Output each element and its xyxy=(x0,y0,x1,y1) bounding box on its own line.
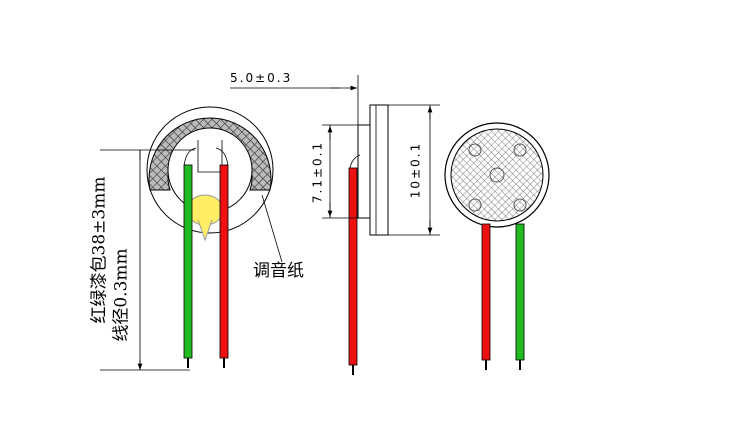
tuning-paper-label: 调音纸 xyxy=(253,261,304,281)
wire-spec-label: 红绿漆包38±3mm xyxy=(90,177,110,324)
wire-gauge-label: 线径0.3mm xyxy=(112,248,132,341)
front-view: 调音纸 红绿漆包38±3mm 线径0.3mm xyxy=(90,106,304,370)
depth-dimension: 5.0±0.3 xyxy=(230,71,292,85)
back-view xyxy=(444,122,550,370)
side-view: 5.0±0.3 7.1±0.1 10±0.1 xyxy=(230,71,440,375)
diameter-dimension: 10±0.1 xyxy=(409,142,423,198)
plate-dimension: 7.1±0.1 xyxy=(311,141,325,203)
